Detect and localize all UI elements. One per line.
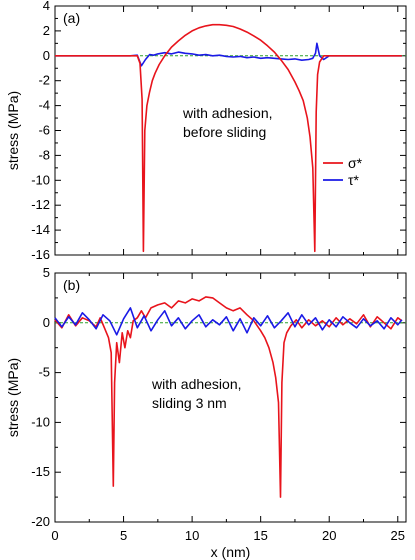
panel-a-label: (a) (63, 10, 80, 26)
panel-b-ytick-label: 5 (43, 265, 50, 280)
panel-b-ylabel: stress (MPa) (5, 358, 21, 437)
panel-a-annotation-line: with adhesion, (182, 105, 273, 121)
panel-b-xtick-label: 0 (51, 528, 58, 543)
panel-a-ytick-label: -8 (38, 147, 50, 162)
panel-b-ytick-label: -5 (38, 365, 50, 380)
panel-a-series-sigma-line (55, 23, 402, 253)
panel-a-series-tau-line (55, 42, 402, 67)
panel-b-ytick-label: -10 (31, 414, 50, 429)
panel-b-xtick-label: 10 (185, 528, 199, 543)
panel-b-xtick-label: 15 (253, 528, 267, 543)
panel-b-ytick-label: 0 (43, 315, 50, 330)
panel-a-legend-label: τ* (348, 172, 360, 188)
panel-a-ytick-label: 4 (43, 0, 50, 13)
panel-b-xlabel: x (nm) (211, 544, 251, 560)
panel-a-ytick-label: -16 (31, 247, 50, 262)
panel-a-ytick-label: 0 (43, 48, 50, 63)
panel-a-ytick-label: 2 (43, 23, 50, 38)
panel-a-ylabel: stress (MPa) (5, 91, 21, 170)
panel-b-series-sigma-line (54, 296, 403, 498)
panel-b-annotation-line: sliding 3 nm (152, 395, 227, 411)
panel-a-ytick-label: -14 (31, 222, 50, 237)
panel-b-label: (b) (63, 277, 80, 293)
panel-a-ytick-label: -12 (31, 197, 50, 212)
panel-b-series-tau-line (54, 307, 403, 336)
panel-a-ytick-label: -4 (38, 98, 50, 113)
panel-b-xtick-label: 5 (120, 528, 127, 543)
panel-b-ytick-label: -15 (31, 464, 50, 479)
panel-b-xtick-label: 20 (322, 528, 336, 543)
panel-a-ytick-label: -2 (38, 73, 50, 88)
panel-a-legend-label: σ* (348, 155, 363, 171)
panel-b-ytick-label: -20 (31, 514, 50, 529)
panel-a-ytick-label: -10 (31, 172, 50, 187)
panel-b-xtick-label: 25 (391, 528, 405, 543)
panel-a-annotation-line: before sliding (183, 124, 266, 140)
panel-b-annotation-line: with adhesion, (151, 376, 242, 392)
panel-a-ytick-label: -6 (38, 123, 50, 138)
